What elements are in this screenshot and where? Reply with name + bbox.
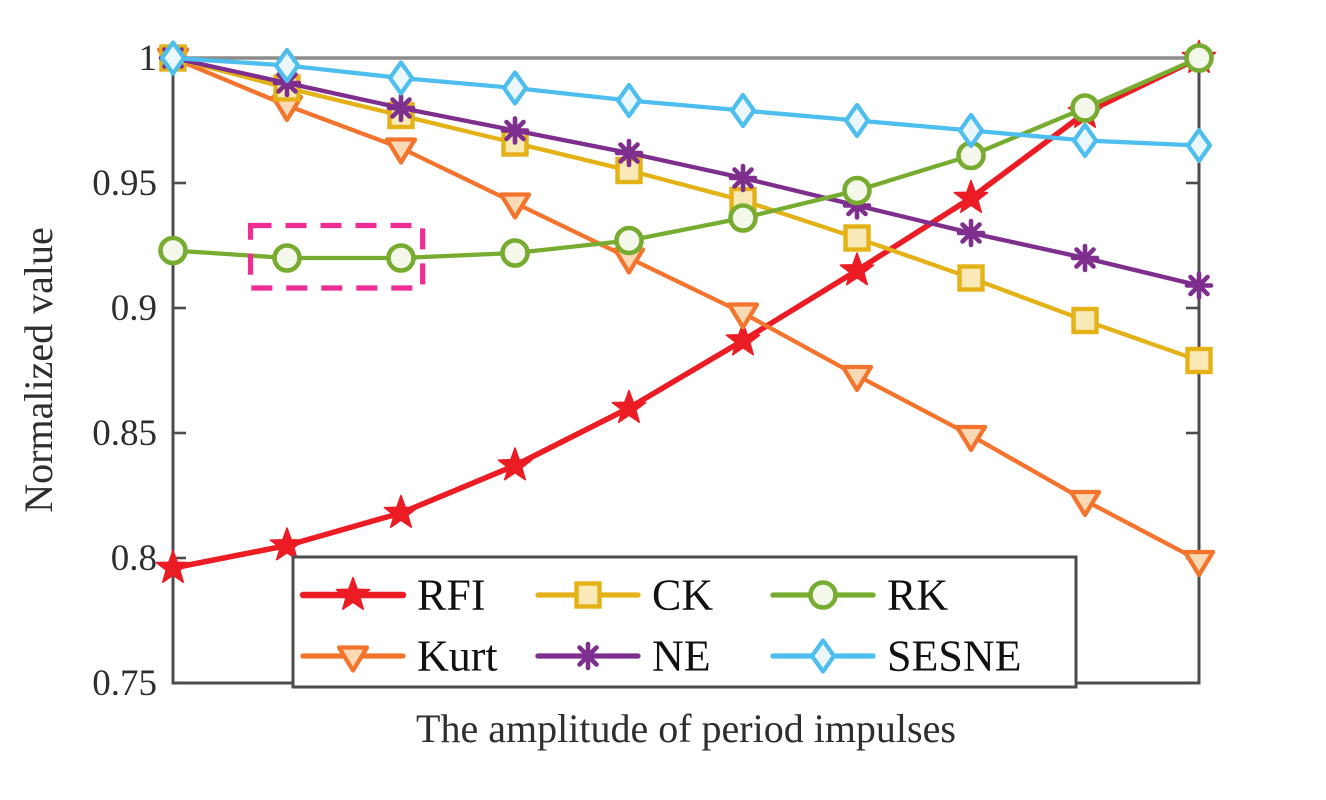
legend-marker-NE-center [583,651,593,661]
marker-NE-7-center [966,228,976,238]
series-line-RK [170,55,1202,261]
legend-marker-Kurt [336,645,370,673]
marker-RFI-1 [269,527,305,561]
legend-entry-Kurt: Kurt [300,632,498,681]
marker-RK-4 [614,225,644,256]
marker-NE-9-center [1194,281,1204,290]
marker-RFI-4 [611,389,647,423]
marker-RK-0 [158,235,188,266]
marker-Kurt-8 [1068,489,1102,518]
marker-RK-3 [500,238,530,268]
legend-entry-RK: RK [770,571,948,620]
series-line-NE [170,55,1202,288]
marker-NE-8-center [1080,253,1090,263]
legend-label-CK: CK [652,571,713,620]
legend-marker-RK [808,580,838,610]
legend-entry-SESNE: SESNE [770,632,1021,681]
series-line-CK [170,55,1202,363]
marker-NE-5-center [738,173,748,183]
marker-SESNE-7 [957,112,985,149]
y-tick-label: 0.9 [111,288,157,329]
marker-SESNE-5 [729,92,757,129]
legend-label-RK: RK [887,571,948,620]
highlight-dashed-box [247,222,426,291]
marker-RFI-6 [839,252,875,286]
legend-entry-CK: CK [535,571,713,620]
marker-RK-8 [1070,93,1100,123]
marker-RK-1 [272,243,302,273]
marker-Kurt-6 [840,364,874,393]
legend-label-NE: NE [652,632,711,681]
legend-marker-CK [574,581,602,609]
y-tick-label: 0.85 [92,413,157,454]
marker-CK-8 [1071,306,1099,335]
y-axis-label: Normalized value [16,227,61,512]
marker-SESNE-4 [615,82,643,119]
marker-NE-4-center [624,148,634,158]
y-tick-label: 1 [139,38,158,79]
marker-RFI-2 [383,494,419,528]
x-axis-label: The amplitude of period impulses [416,706,956,751]
marker-SESNE-8 [1071,122,1099,159]
legend-label-RFI: RFI [417,571,485,620]
marker-SESNE-3 [501,70,529,106]
marker-Kurt-2 [384,137,418,165]
marker-SESNE-6 [843,102,871,139]
legend-marker-RFI [335,576,371,610]
marker-NE-2-center [396,103,406,113]
marker-RFI-7 [953,179,989,213]
marker-CK-7 [957,264,985,292]
legend-label-SESNE: SESNE [887,632,1021,681]
marker-NE-3-center [510,126,520,135]
series-RK [158,43,1214,273]
marker-RFI-0 [155,549,191,583]
marker-Kurt-9 [1182,549,1216,578]
marker-CK-6 [843,224,871,252]
legend-marker-SESNE [809,638,837,674]
marker-SESNE-1 [273,47,301,84]
legend-entry-RFI: RFI [299,571,485,620]
legend-box [291,555,1078,689]
marker-RK-2 [386,243,416,273]
marker-RK-6 [842,175,872,206]
series-line-Kurt [170,55,1202,563]
marker-CK-9 [1185,346,1213,375]
marker-RK-9 [1184,43,1214,73]
marker-Kurt-5 [726,302,760,330]
marker-RFI-3 [497,447,533,481]
series-line-SESNE [170,55,1202,148]
marker-SESNE-2 [387,60,415,96]
y-tick-label: 0.95 [92,163,157,204]
y-tick-label: 0.8 [111,538,157,579]
legend-entry-NE: NE [535,632,711,681]
legend-label-Kurt: Kurt [417,632,498,681]
series-SESNE [159,40,1213,164]
legend: RFI CK RK Kurt NE SESNE [291,555,1078,689]
series-line-RFI [170,55,1202,571]
marker-RFI-5 [725,322,761,356]
y-axis-ticks: 1 0.95 0.9 0.85 0.8 0.75 [92,38,1199,704]
marker-SESNE-9 [1185,127,1213,164]
marker-Kurt-7 [954,424,988,453]
marker-SESNE-0 [159,40,187,76]
marker-RK-5 [728,203,758,233]
marker-Kurt-3 [498,192,532,220]
y-tick-label: 0.75 [92,663,157,704]
